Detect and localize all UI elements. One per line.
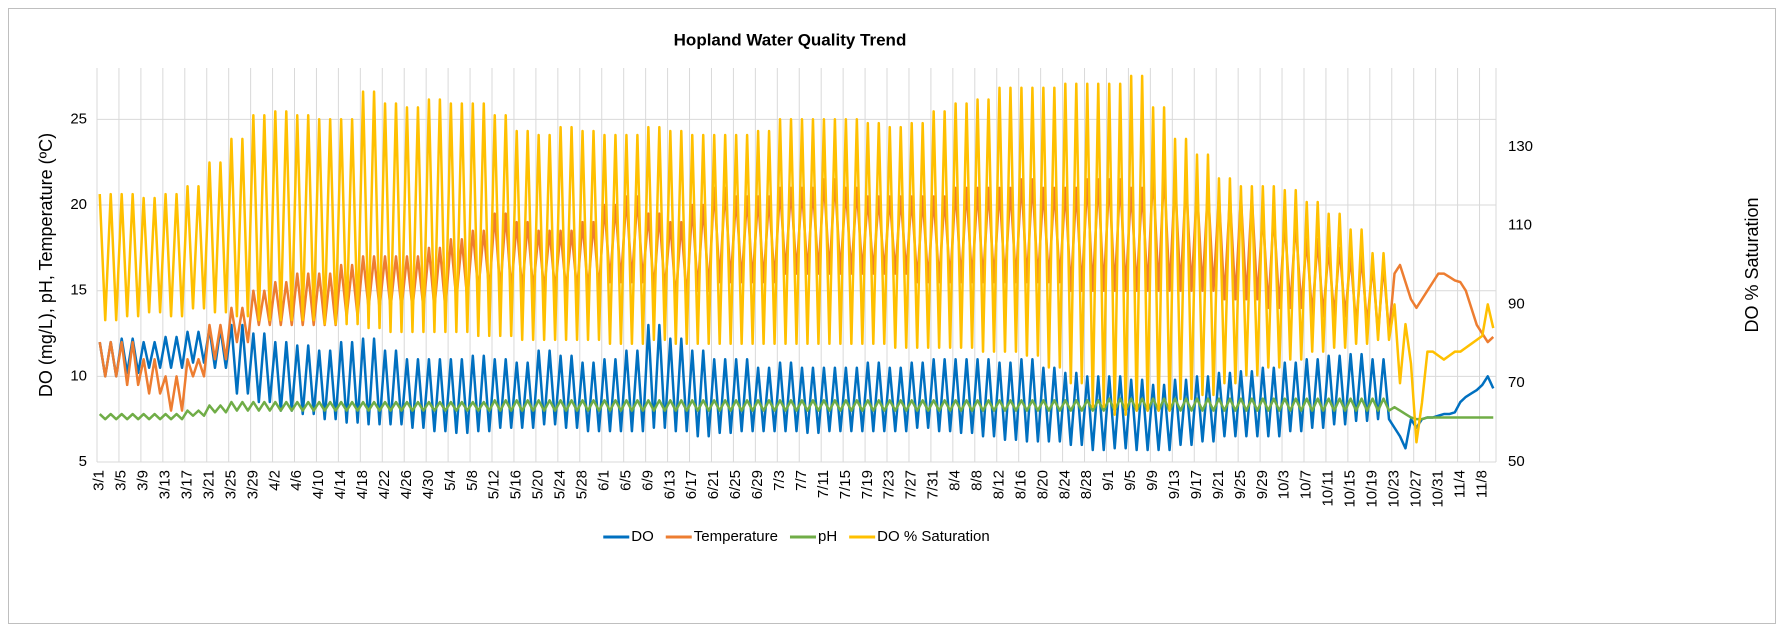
x-tick-label: 4/14 xyxy=(332,470,349,499)
x-tick-label: 7/31 xyxy=(925,470,942,499)
x-tick-label: 5/28 xyxy=(574,470,591,499)
x-tick-label: 7/15 xyxy=(837,470,854,499)
x-tick-label: 7/23 xyxy=(881,470,898,499)
x-tick-label: 6/13 xyxy=(661,470,678,499)
x-tick-label: 11/4 xyxy=(1451,470,1468,498)
series-line xyxy=(98,397,1494,421)
x-tick-label: 3/1 xyxy=(91,470,108,491)
x-tick-label: 4/18 xyxy=(354,470,371,499)
x-tick-label: 5/8 xyxy=(464,470,481,491)
x-tick-label: 4/30 xyxy=(420,470,437,499)
x-tick-label: 8/16 xyxy=(1012,470,1029,499)
y2-tick-label: 130 xyxy=(1508,138,1533,155)
x-tick-label: 8/4 xyxy=(947,470,964,491)
x-tick-label: 3/17 xyxy=(178,470,195,499)
x-tick-label: 7/27 xyxy=(903,470,920,499)
x-tick-label: 9/21 xyxy=(1210,470,1227,499)
x-tick-label: 8/20 xyxy=(1034,470,1051,499)
x-tick-label: 6/21 xyxy=(705,470,722,499)
x-tick-label: 10/15 xyxy=(1342,470,1359,508)
y2-tick-label: 90 xyxy=(1508,295,1525,312)
x-tick-label: 6/17 xyxy=(683,470,700,499)
y-tick-label: 5 xyxy=(79,453,87,470)
x-tick-label: 3/13 xyxy=(157,470,174,499)
x-tick-label: 6/29 xyxy=(749,470,766,499)
y2-tick-label: 110 xyxy=(1508,217,1532,234)
x-tick-label: 10/27 xyxy=(1407,470,1424,508)
x-tick-label: 10/19 xyxy=(1364,470,1381,508)
x-tick-label: 8/28 xyxy=(1078,470,1095,499)
x-tick-label: 8/24 xyxy=(1056,470,1073,499)
x-tick-label: 3/21 xyxy=(200,470,217,499)
x-tick-label: 4/2 xyxy=(266,470,283,491)
x-tick-label: 3/25 xyxy=(222,470,239,499)
x-tick-label: 9/25 xyxy=(1232,470,1249,499)
x-tick-label: 6/25 xyxy=(727,470,744,499)
x-tick-label: 7/11 xyxy=(815,470,832,498)
x-tick-label: 6/1 xyxy=(595,470,612,491)
x-tick-label: 4/6 xyxy=(288,470,305,491)
x-tick-label: 10/3 xyxy=(1276,470,1293,499)
legend-label: pH xyxy=(818,528,837,545)
x-tick-label: 7/19 xyxy=(859,470,876,499)
x-tick-label: 9/1 xyxy=(1100,470,1117,491)
y-tick-label: 25 xyxy=(70,110,87,127)
x-tick-label: 11/8 xyxy=(1473,470,1490,498)
x-tick-label: 10/31 xyxy=(1429,470,1446,508)
x-tick-label: 4/22 xyxy=(376,470,393,499)
x-tick-label: 9/29 xyxy=(1254,470,1271,499)
x-tick-label: 6/9 xyxy=(639,470,656,491)
y-tick-label: 15 xyxy=(70,282,87,299)
x-tick-label: 10/23 xyxy=(1385,470,1402,508)
x-tick-label: 3/29 xyxy=(244,470,261,499)
x-tick-label: 8/12 xyxy=(990,470,1007,499)
x-tick-label: 8/8 xyxy=(969,470,986,491)
x-tick-label: 6/5 xyxy=(617,470,634,491)
x-tick-label: 5/4 xyxy=(442,470,459,491)
x-tick-label: 9/9 xyxy=(1144,470,1161,491)
y-axis-title: DO (mg/L), pH, Temperature (ºC) xyxy=(36,133,56,397)
x-tick-label: 7/3 xyxy=(771,470,788,491)
y-tick-label: 20 xyxy=(70,196,87,213)
x-tick-label: 10/7 xyxy=(1298,470,1315,499)
legend-label: DO % Saturation xyxy=(877,528,990,545)
x-tick-label: 7/7 xyxy=(793,470,810,491)
x-tick-label: 3/5 xyxy=(113,470,130,491)
y2-tick-label: 50 xyxy=(1508,453,1525,470)
x-tick-label: 4/26 xyxy=(398,470,415,499)
y-tick-label: 10 xyxy=(70,367,87,384)
x-tick-label: 4/10 xyxy=(310,470,327,499)
x-tick-label: 5/20 xyxy=(530,470,547,499)
legend-label: Temperature xyxy=(694,528,778,545)
series-line xyxy=(98,323,1495,452)
x-tick-label: 10/11 xyxy=(1320,470,1337,506)
y2-axis-title: DO % Saturation xyxy=(1742,197,1762,332)
x-tick-label: 5/12 xyxy=(486,470,503,499)
y2-tick-label: 70 xyxy=(1508,374,1525,391)
legend: DO Temperature pH DO % Saturation xyxy=(603,528,990,545)
x-tick-label: 9/13 xyxy=(1166,470,1183,499)
legend-label: DO xyxy=(631,528,654,545)
x-tick-label: 5/24 xyxy=(552,470,569,499)
x-tick-label: 3/9 xyxy=(135,470,152,491)
x-tick-label: 5/16 xyxy=(508,470,525,499)
x-tick-label: 9/5 xyxy=(1122,470,1139,491)
series-line xyxy=(98,74,1495,444)
x-tick-label: 9/17 xyxy=(1188,470,1205,499)
chart-title: Hopland Water Quality Trend xyxy=(674,30,907,49)
